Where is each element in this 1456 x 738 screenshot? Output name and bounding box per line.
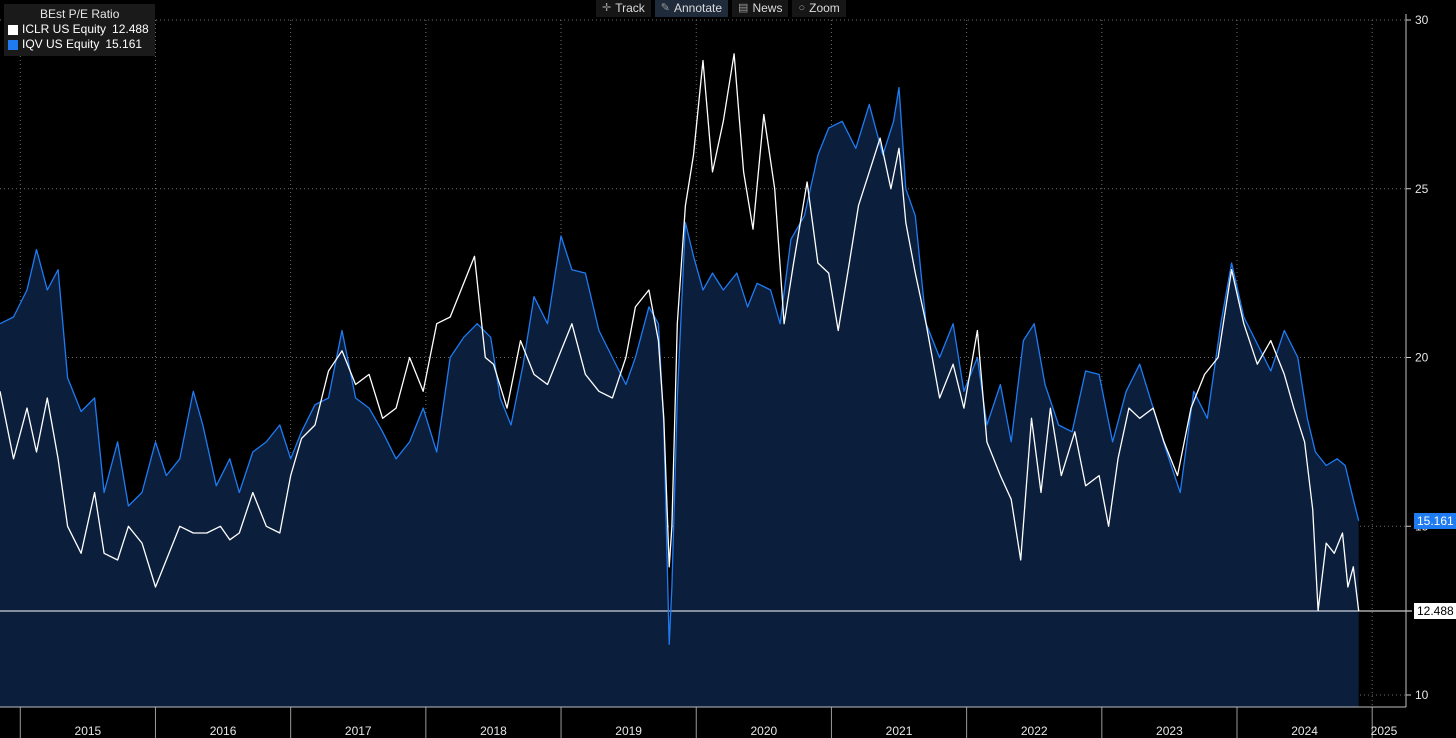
legend-swatch-iqv: [8, 39, 18, 50]
zoom-label: Zoom: [809, 0, 840, 15]
x-tick-label: 2024: [1291, 724, 1318, 738]
legend-item-iqv[interactable]: IQV US Equity 15.161: [8, 37, 149, 52]
legend-value-iqv: 15.161: [105, 37, 143, 51]
last-value-tag-iqv: 15.161: [1414, 512, 1456, 529]
chart-toolbar: ✛ Track ✎ Annotate ▤ News ○ Zoom: [596, 0, 846, 17]
annotate-button[interactable]: ✎ Annotate: [654, 0, 729, 17]
y-tick-label: 10: [1415, 688, 1429, 702]
x-tick-label: 2023: [1156, 724, 1183, 738]
news-label: News: [752, 0, 783, 15]
x-tick-label: 2022: [1021, 724, 1048, 738]
track-label: Track: [615, 0, 645, 15]
x-tick-label: 2021: [886, 724, 913, 738]
zoom-icon: ○: [798, 1, 806, 14]
news-icon: ▤: [738, 1, 749, 14]
series-layer: [0, 53, 1412, 707]
x-tick-label: 2018: [480, 724, 507, 738]
pencil-icon: ✎: [660, 1, 670, 14]
legend-item-iclr[interactable]: ICLR US Equity 12.488: [8, 22, 149, 37]
legend-swatch-iclr: [8, 24, 18, 35]
last-value-tag-iclr: 12.488: [1414, 603, 1456, 620]
y-tick-label: 20: [1415, 351, 1429, 365]
y-tick-label: 30: [1415, 13, 1429, 27]
axes: 1015202530201520162017201820192020202120…: [0, 13, 1429, 738]
x-tick-label: 2015: [75, 724, 102, 738]
track-button[interactable]: ✛ Track: [596, 0, 651, 17]
news-button[interactable]: ▤ News: [732, 0, 789, 17]
zoom-button[interactable]: ○ Zoom: [792, 0, 846, 17]
x-tick-label: 2019: [615, 724, 642, 738]
series-line-iclr: [0, 53, 1360, 612]
annotate-label: Annotate: [674, 0, 723, 15]
legend-label-iclr: ICLR US Equity: [22, 22, 107, 36]
x-tick-label: 2016: [210, 724, 237, 738]
legend-value-iclr: 12.488: [112, 22, 149, 36]
x-tick-label: 2017: [345, 724, 372, 738]
crosshair-icon: ✛: [602, 1, 612, 14]
x-tick-label: 2020: [750, 724, 777, 738]
series-line-iqv: [0, 86, 1360, 646]
legend: BEst P/E Ratio ICLR US Equity 12.488 IQV…: [4, 4, 155, 56]
x-tick-label: 2025: [1371, 724, 1398, 738]
legend-label-iqv: IQV US Equity: [22, 37, 100, 51]
y-tick-label: 25: [1415, 182, 1429, 196]
legend-title: BEst P/E Ratio: [40, 7, 120, 21]
